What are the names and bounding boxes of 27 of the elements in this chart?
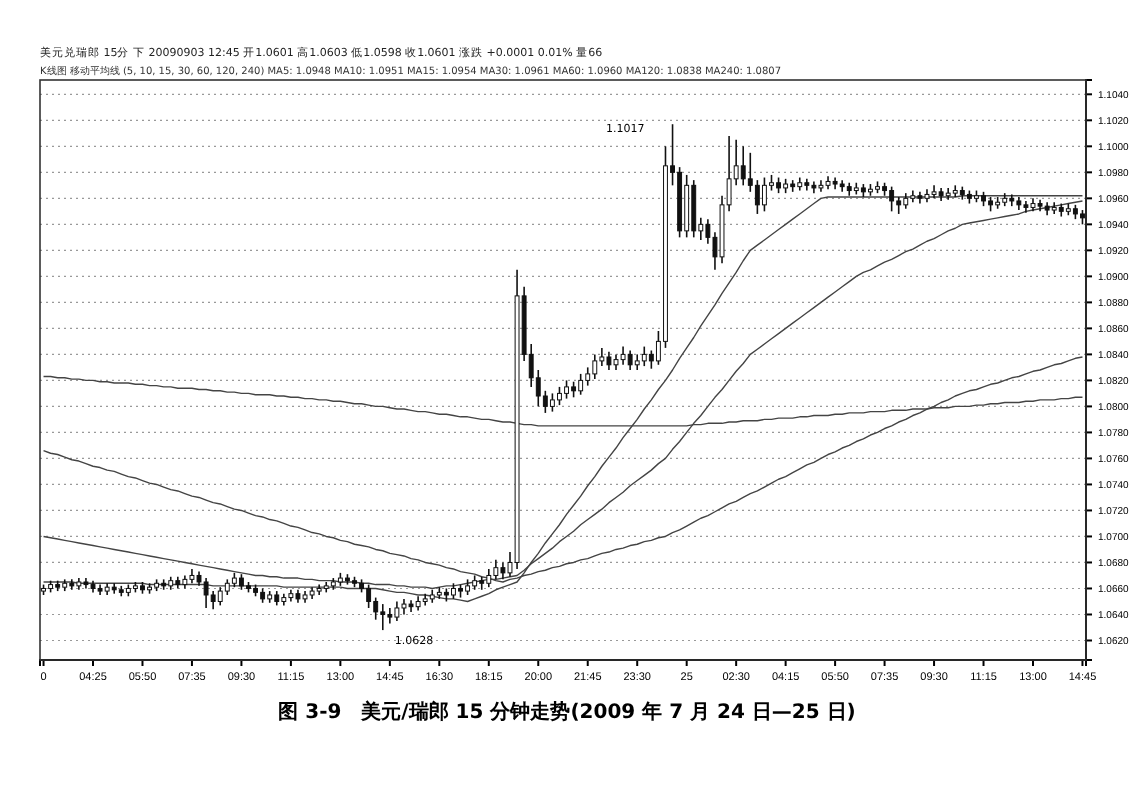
candlestick [578, 373, 584, 396]
candlestick [754, 179, 760, 215]
candlestick [684, 174, 690, 239]
candlestick [740, 145, 746, 187]
candlestick [889, 185, 895, 213]
candlestick [394, 600, 400, 622]
candlestick [564, 379, 569, 400]
candlestick [620, 345, 626, 366]
candlestick [648, 349, 654, 370]
candlestick [493, 559, 499, 581]
candlestick [217, 586, 223, 607]
candlestick [549, 392, 555, 413]
candlestick [592, 353, 598, 380]
candlestick [203, 577, 209, 609]
candlestick [606, 350, 612, 371]
candlestick [691, 179, 697, 239]
candlestick [585, 366, 591, 387]
candlestick [486, 568, 492, 588]
candlestick [627, 349, 633, 371]
candlestick [373, 596, 379, 621]
candlestick [641, 345, 647, 367]
candlestick [761, 176, 767, 213]
candlestick [380, 603, 386, 631]
caption: 图 3-9 美元/瑞郎 15 分钟走势(2009 年 7 月 24 日—25 日) [278, 700, 856, 724]
candlestick [557, 386, 562, 406]
candlestick [366, 583, 372, 609]
candlestick [387, 607, 393, 625]
